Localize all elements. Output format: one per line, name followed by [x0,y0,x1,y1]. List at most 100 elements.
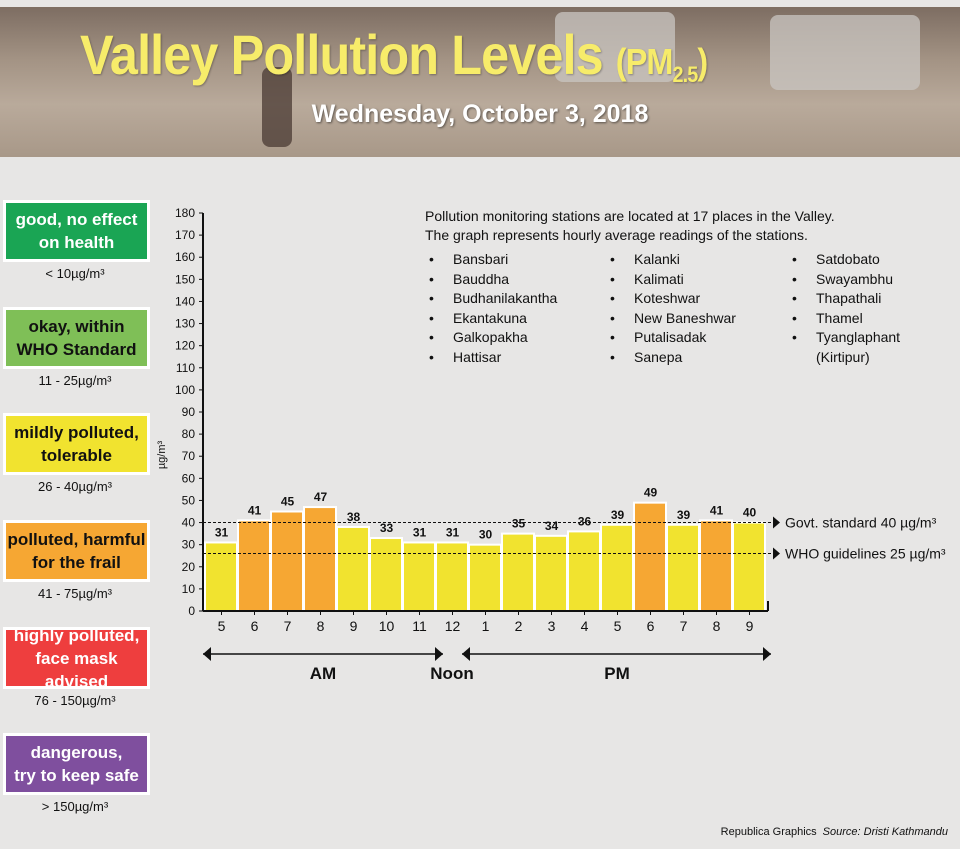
y-tick-label: 140 [175,294,195,308]
x-tick-label: 4 [581,618,589,634]
reference-label: WHO guidelines 25 µg/m³ [785,546,946,562]
legend-label: try to keep safe [14,766,139,785]
y-axis-label: µg/m³ [156,440,168,469]
y-tick-label: 100 [175,383,195,397]
bar [435,541,469,613]
legend-item: dangerous, try to keep safe [3,733,150,795]
legend-range: 41 - 75µg/m³ [38,586,112,601]
x-tick-label: 2 [515,618,523,634]
y-tick-label: 130 [175,317,195,331]
station-item: Swayambhu [792,270,900,290]
x-tick-label: 8 [713,618,721,634]
motorbike-image [262,67,292,147]
legend-range: < 10µg/m³ [45,266,105,281]
y-tick-label: 180 [175,206,195,220]
legend-item: good, no effect on health [3,200,150,262]
y-tick-label: 0 [188,604,195,618]
station-item: Kalimati [610,270,736,290]
bar [666,523,700,612]
info-text: Pollution monitoring stations are locate… [425,207,835,245]
arrow-right-icon [763,647,771,661]
y-tick-label: 110 [176,361,195,375]
x-tick-label: 12 [445,618,461,634]
y-tick-label: 120 [175,339,195,353]
legend-label: dangerous, [30,743,123,762]
x-tick-label: 7 [284,618,292,634]
arrow-right-icon [773,547,780,560]
period-label: AM [310,664,336,683]
footer: Republica Graphics Source: Dristi Kathman… [721,826,948,838]
station-list: SatdobatoSwayambhuThapathaliThamelTyangl… [792,250,900,367]
y-tick-label: 90 [182,405,196,419]
car-image [770,15,920,90]
station-item: Kalanki [610,250,736,270]
bar [237,519,271,612]
x-tick-label: 7 [680,618,688,634]
x-tick-label: 5 [614,618,622,634]
data-label: 31 [413,525,427,539]
bar [369,537,403,612]
page-title: Valley Pollution Levels (PM2.5) [80,22,708,88]
legend-label: highly polluted, [13,625,140,645]
data-label: 35 [512,517,526,531]
reference-label: Govt. standard 40 µg/m³ [785,515,937,531]
data-label: 41 [248,503,262,517]
station-item: Budhanilakantha [429,289,557,309]
data-label: 40 [743,506,757,520]
station-item: Koteshwar [610,289,736,309]
bar [336,525,370,613]
bar [534,534,568,612]
station-item: Ekantakuna [429,309,557,329]
bar [699,519,733,612]
y-tick-label: 160 [175,250,195,264]
station-item: Putalisadak [610,328,736,348]
y-tick-label: 150 [175,272,195,286]
station-item: (Kirtipur) [816,348,870,365]
period-label: PM [604,664,630,683]
x-tick-label: 3 [548,618,556,634]
date: Wednesday, October 3, 2018 [311,100,649,128]
credit: Republica Graphics [720,826,817,838]
data-label: 49 [644,486,658,500]
y-tick-label: 70 [182,449,196,463]
data-label: 38 [347,510,361,524]
legend-label: polluted, harmful [7,530,146,549]
station-item: Satdobato [792,250,900,270]
bar [567,530,601,613]
station-item: Thamel [792,309,900,329]
x-tick-label: 11 [412,618,427,634]
pm-text: (PM [615,41,674,82]
legend-item: mildly polluted, tolerable [3,413,150,475]
info-line: Pollution monitoring stations are locate… [425,208,835,224]
legend-label: good, no effect [15,210,138,229]
data-label: 31 [446,525,460,539]
legend-label: face mask advised [35,648,118,691]
bar [633,501,667,612]
source: Source: Dristi Kathmandu [822,826,948,838]
header-photo [0,7,960,157]
arrow-left-icon [462,647,470,661]
bar [402,541,436,613]
data-label: 30 [479,528,493,542]
pm-subscript: 2.5 [672,62,699,88]
station-list: BansbariBauddhaBudhanilakanthaEkantakuna… [429,250,557,367]
pm-close: ) [697,41,708,82]
bar [468,543,502,613]
arrow-left-icon [203,647,211,661]
data-label: 39 [611,508,625,522]
x-tick-label: 5 [218,618,226,634]
data-label: 45 [281,495,295,509]
station-item: Bauddha [429,270,557,290]
x-tick-label: 6 [647,618,655,634]
station-item: Tyanglaphant [792,328,900,348]
legend-item: polluted, harmful for the frail [3,520,150,582]
station-item: New Baneshwar [610,309,736,329]
station-list: KalankiKalimatiKoteshwarNew BaneshwarPut… [610,250,736,367]
bar [732,521,766,612]
station-item: Thapathali [792,289,900,309]
legend-range: 76 - 150µg/m³ [34,693,116,708]
y-tick-label: 40 [182,516,196,530]
x-tick-label: 8 [317,618,325,634]
car-image [555,12,675,82]
